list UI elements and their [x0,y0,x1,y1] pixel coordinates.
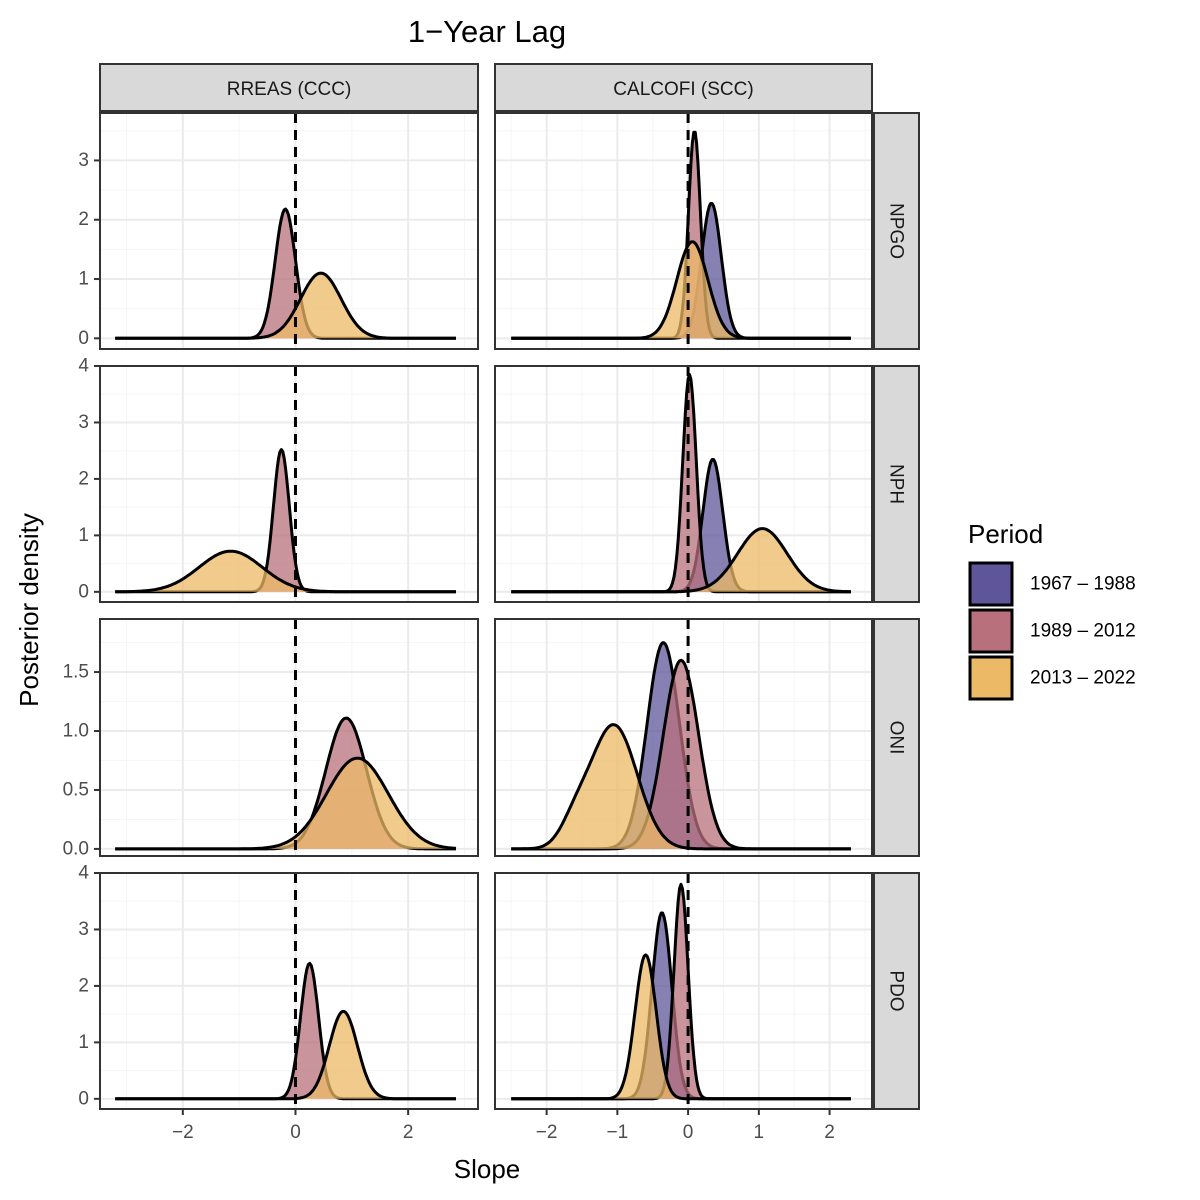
x-tick-label: 1 [754,1122,765,1143]
density-line-2013-2022 [115,271,457,340]
panel-npgo-calcofi-scc [494,112,873,350]
facet-strips: RREAS (CCC) CALCOFI (SCC) NPGO NPH ONI PDO [99,63,920,1110]
panel-border [99,872,479,1110]
density-area-1989-2012 [115,209,456,339]
y-axis-title: Posterior density [14,513,44,707]
panel-oni-rreas-ccc: 0.0 0.5 1.0 1.5 [63,618,479,859]
row-strip-npgo [873,112,920,350]
panel-border [494,112,873,350]
legend-label: 1989 – 2012 [1030,621,1136,642]
panel-border [494,618,873,857]
density-area-1989-2012 [511,660,851,849]
row-strip-nph [873,365,920,603]
y-tick-label: 4 [78,863,89,884]
panel-pdo-calcofi-scc: −2 −1 0 1 2 [494,872,873,1143]
row-strip-label: PDO [886,970,907,1011]
panel-border [494,365,873,603]
x-tick-label: −2 [536,1122,558,1143]
density-area-1989-2012 [511,374,851,592]
panel-npgo-rreas-ccc: 0 1 2 3 [78,112,479,350]
row-strip-label: NPGO [886,203,907,259]
density-line-2013-2022 [115,549,457,594]
density-area-2013-2022 [115,1011,456,1099]
y-tick-label: 0.0 [63,838,89,859]
density-line-2013-2022 [511,953,851,1101]
y-tick-label: 0.5 [63,779,89,800]
panel-border [494,872,873,1110]
x-tick-label: 0 [290,1122,301,1143]
y-tick-label: 1.0 [63,721,89,742]
y-tick-label: 0 [78,328,89,349]
column-strip-calcofi-scc [494,63,873,112]
legend-label: 2013 – 2022 [1030,668,1136,689]
x-tick-label: −1 [607,1122,629,1143]
panel-border [99,365,479,603]
legend-swatch-1989-2012 [968,608,1014,654]
row-strip-label: NPH [886,464,907,504]
density-area-2013-2022 [115,551,456,592]
density-area-2013-2022 [115,758,456,849]
panel-oni-calcofi-scc [494,618,873,857]
panel-pdo-rreas-ccc: 0 1 2 3 4 −2 0 2 [78,863,479,1143]
x-tick-label: 2 [403,1122,414,1143]
x-tick-label: 2 [824,1122,835,1143]
density-area-1989-2012 [115,963,456,1099]
y-tick-label: 3 [78,919,89,940]
legend: Period 1967 – 1988 1989 – 2012 2013 – 2022 [968,519,1136,701]
legend-title: Period [968,519,1043,549]
x-tick-label: 0 [683,1122,694,1143]
chart-title: 1−Year Lag [408,14,566,49]
row-strip-pdo [873,872,920,1110]
y-tick-label: 1.5 [63,662,89,683]
row-strip-oni [873,618,920,857]
y-tick-label: 2 [78,468,89,489]
y-tick-label: 0 [78,1088,89,1109]
legend-label: 1967 – 1988 [1030,574,1136,595]
density-line-2013-2022 [511,527,851,594]
density-line-1989-2012 [115,961,457,1101]
column-strip-rreas-ccc [99,63,479,112]
panel-nph-rreas-ccc: 0 1 2 3 4 [78,356,479,603]
y-tick-label: 2 [78,209,89,230]
y-tick-label: 3 [78,150,89,171]
panel-border [99,112,479,350]
y-tick-label: 1 [78,1032,89,1053]
density-line-2013-2022 [115,756,457,851]
column-strip-label: CALCOFI (SCC) [613,79,753,100]
density-area-2013-2022 [511,724,851,849]
x-axis-title: Slope [454,1154,521,1184]
x-tick-label: −2 [172,1122,194,1143]
density-line-2013-2022 [511,240,851,340]
density-area-2013-2022 [511,528,851,592]
density-line-2013-2022 [115,1009,457,1101]
y-tick-label: 1 [78,269,89,290]
y-tick-label: 4 [78,356,89,377]
density-area-1989-2012 [511,884,851,1099]
panel-border [99,618,479,857]
y-tick-label: 3 [78,412,89,433]
y-tick-label: 2 [78,975,89,996]
panel-nph-calcofi-scc [494,365,873,603]
legend-swatch-1967-1988 [968,561,1014,607]
density-area-2013-2022 [511,241,851,339]
row-strip-label: ONI [886,721,907,755]
facet-panels: 0 1 2 3 0 1 2 3 4 0.0 0.5 1.0 1.5 0 1 2 3 4 −2 0 2 −2 −1 0 1 2 [63,112,873,1143]
density-area-1989-2012 [115,449,456,592]
column-strip-label: RREAS (CCC) [227,79,352,100]
y-tick-label: 1 [78,525,89,546]
legend-swatch-2013-2022 [968,655,1014,701]
y-tick-label: 0 [78,581,89,602]
density-line-2013-2022 [511,723,851,851]
